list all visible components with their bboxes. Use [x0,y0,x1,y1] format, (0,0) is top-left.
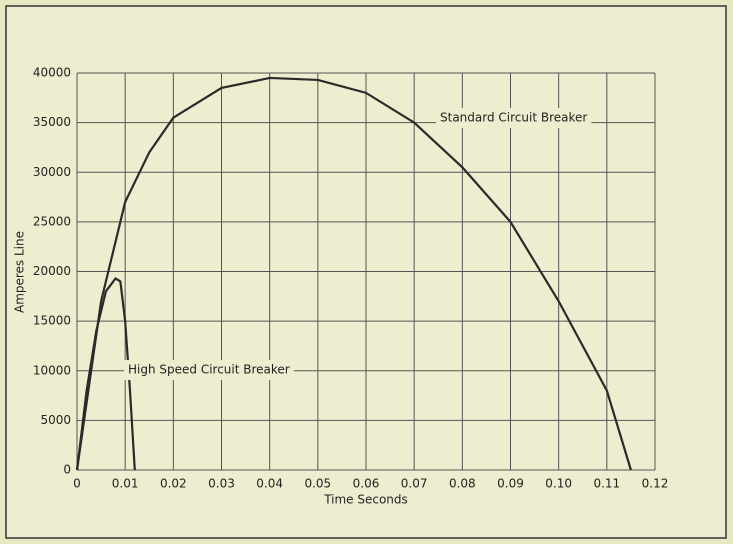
series-line [75,76,632,471]
series-label: High Speed Circuit Breaker [128,363,290,377]
y-axis-label: Amperes Line [13,231,27,313]
x-axis-label: Time Seconds [323,493,408,507]
series-label: Standard Circuit Breaker [440,111,587,125]
x-tick-label: 0.06 [353,477,380,491]
x-tick-label: 0.09 [497,477,524,491]
x-tick-label: 0.04 [256,477,283,491]
y-tick-label: 35000 [33,115,71,129]
x-tick-label: 0 [73,477,81,491]
y-tick-label: 20000 [33,264,71,278]
label-background [124,360,294,380]
x-tick-label: 0.12 [642,477,669,491]
label-background [436,108,592,128]
y-tick-label: 25000 [33,214,71,228]
x-tick-label: 0.03 [208,477,235,491]
y-tick-label: 15000 [33,314,71,328]
x-tick-label: 0.08 [449,477,476,491]
y-tick-label: 5000 [40,413,71,427]
x-tick-label: 0.01 [112,477,139,491]
x-tick-label: 0.02 [160,477,187,491]
y-tick-label: 0 [63,463,71,477]
x-tick-label: 0.07 [401,477,428,491]
x-tick-label: 0.05 [304,477,331,491]
y-tick-label: 30000 [33,165,71,179]
y-tick-label: 40000 [33,66,71,80]
x-tick-label: 0.11 [593,477,620,491]
y-tick-label: 10000 [33,363,71,377]
x-tick-label: 0.10 [545,477,572,491]
